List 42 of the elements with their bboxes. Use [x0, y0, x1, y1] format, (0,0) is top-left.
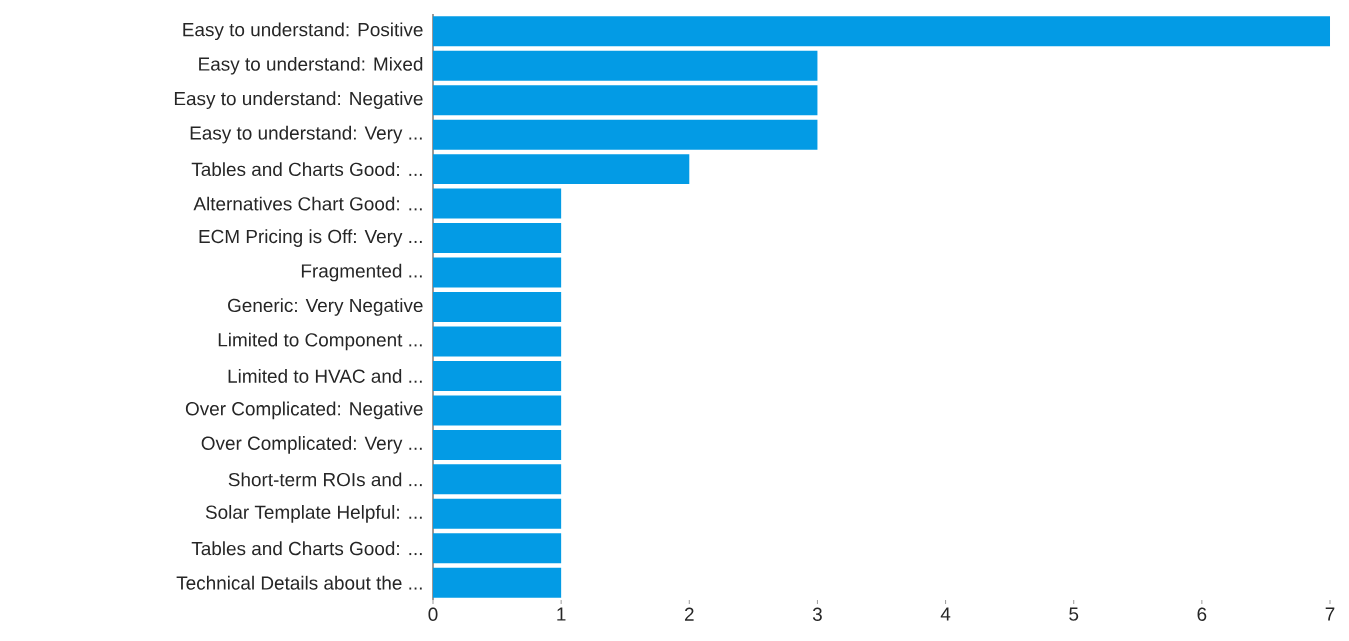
x-tick-label: 6: [1197, 607, 1207, 621]
bar: [433, 16, 1331, 47]
bar: [433, 119, 818, 150]
bar: [433, 464, 562, 495]
y-tick-label: Solar Template Helpful: ...: [205, 505, 422, 523]
x-tick-label: 3: [812, 607, 822, 621]
bar: [433, 326, 562, 357]
bar: [433, 533, 562, 564]
bar: [433, 257, 562, 288]
y-tick-label: Easy to understand: Very ...: [190, 125, 422, 144]
y-tick-label: Easy to understand: Mixed: [199, 56, 423, 75]
y-tick-label: Tables and Charts Good: ...: [191, 162, 422, 177]
y-tick-label: Easy to understand: Positive: [183, 22, 423, 41]
y-tick-label: Easy to understand: Negative: [174, 91, 423, 109]
x-tick-label: 2: [684, 607, 694, 621]
x-tick-label: 0: [428, 607, 438, 621]
bar: [433, 395, 562, 426]
bar: [433, 154, 690, 185]
x-tick-label: 5: [1069, 607, 1079, 621]
bar: [433, 223, 562, 254]
bar: [433, 498, 562, 529]
y-tick-label: Limited to Component ...: [218, 332, 422, 351]
bar: [433, 360, 562, 391]
x-tick-label: 4: [940, 607, 951, 621]
bar: [433, 292, 562, 322]
y-tick-label: ECM Pricing is Off: Very ...: [199, 229, 422, 247]
bar: [433, 50, 818, 81]
y-tick-label: Limited to HVAC and ...: [228, 368, 422, 383]
x-tick-label: 7: [1325, 607, 1335, 621]
bar: [433, 567, 562, 598]
y-tick-label: Short-term ROIs and ...: [228, 472, 422, 487]
y-tick-label: Fragmented ...: [301, 263, 422, 282]
y-tick-label: Over Complicated: Very ...: [201, 436, 422, 454]
y-tick-label: Technical Details about the ...: [176, 575, 422, 590]
y-tick-label: Alternatives Chart Good: ...: [193, 196, 422, 211]
bar: [433, 429, 562, 460]
bar: [433, 188, 562, 219]
bar: [433, 85, 818, 116]
x-tick-label: 1: [557, 607, 566, 621]
y-tick-label: Tables and Charts Good: ...: [191, 541, 422, 556]
y-tick-label: Over Complicated: Negative: [185, 401, 423, 420]
y-tick-label: Generic: Very Negative: [228, 298, 423, 316]
